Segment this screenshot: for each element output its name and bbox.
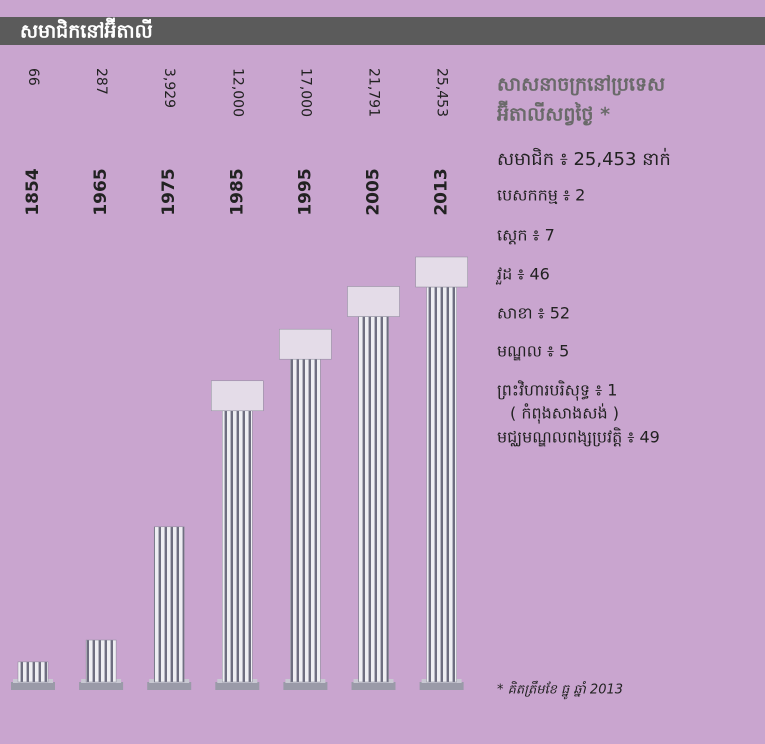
sidebar-item: មណ្ឌល ៖ 5 [497,342,569,361]
column-base [352,682,396,690]
column-capital [348,287,400,317]
sidebar-item: សមាជិក ៖ 25,453 នាក់ [497,147,671,170]
year-label: 1995 [295,168,315,215]
column-base [283,682,327,690]
value-label: 21,791 [366,68,382,117]
value-label: 17,000 [297,68,313,117]
column-base [420,682,464,690]
value-label: 66 [25,68,41,86]
year-label: 2005 [364,168,384,215]
value-label: 25,453 [434,68,450,117]
year-label: 1985 [227,168,247,215]
bar [154,527,184,682]
column-base [11,682,55,690]
value-label: 287 [93,68,109,95]
sidebar-item: សាខា ៖ 52 [497,304,570,323]
column-capital [279,329,331,359]
sidebar-heading: សាសនាចក្រនៅប្រទេស [497,74,665,96]
bar [359,317,389,682]
bar [290,359,320,682]
sidebar-item: ព្រះវិហារបរិសុទ្ធ ៖ 1 [497,380,617,402]
year-label: 2013 [432,168,452,215]
value-label: 12,000 [229,68,245,117]
column-capital [416,257,468,287]
value-label: 3,929 [161,68,177,108]
year-label: 1854 [23,168,43,215]
sidebar-item: វួដ ៖ 46 [495,265,550,286]
year-label: 1975 [159,168,179,215]
year-label: 1965 [91,168,111,215]
column-base [79,682,123,690]
column-capital [211,381,263,411]
sidebar-item: មជ្ឈមណ្ឌលពង្សប្រវត្តិ ៖ 49 [497,427,660,447]
column-base [215,682,259,690]
sidebar-item: បេសកកម្ម ៖ 2 [497,186,585,205]
chart: សមាជិកនៅអ៊ីតាលី សាសនាចក្រនៅប្រទេសអ៊ីតាលី… [0,0,765,744]
chart-title: សមាជិកនៅអ៊ីតាលី [20,18,153,43]
bar [86,640,116,682]
sidebar: សាសនាចក្រនៅប្រទេសអ៊ីតាលីសព្វថ្ងៃ * សមាជិក… [495,74,671,700]
footnote: * គិតត្រឹមខែ ធ្នូ ឆ្នាំ 2013 [497,681,623,700]
sidebar-item: ( កំពុងសាងសង់ ) [510,403,619,425]
column-base [147,682,191,690]
sidebar-heading: អ៊ីតាលីសព្វថ្ងៃ * [497,101,610,126]
sidebar-item: ស្តេក ៖ 7 [497,226,555,245]
bar [18,662,48,682]
bar [427,287,457,682]
bar [222,411,252,682]
